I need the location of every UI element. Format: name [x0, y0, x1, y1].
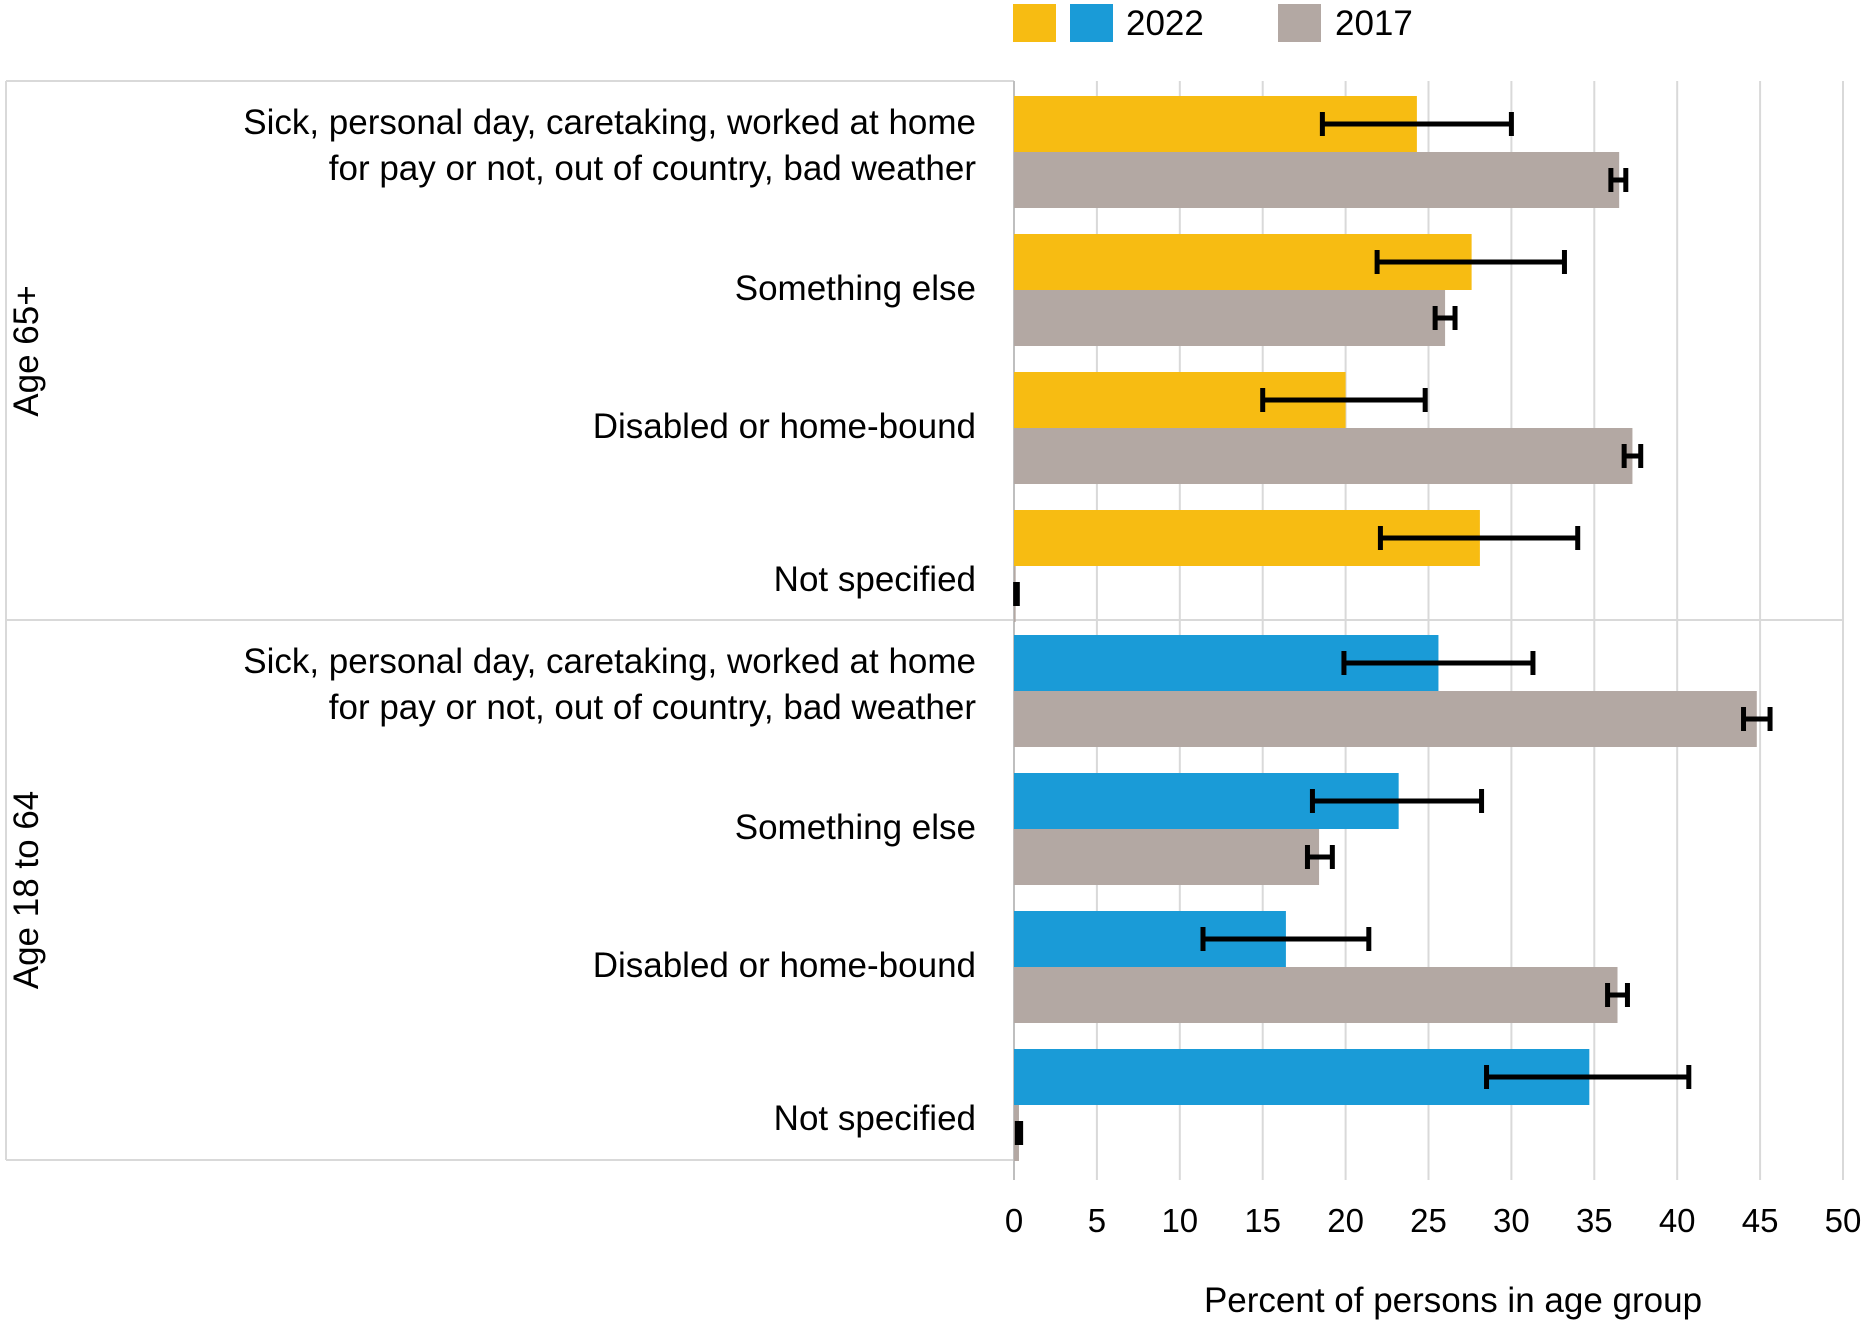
group-label: Age 65+: [7, 285, 46, 416]
category-label: Sick, personal day, caretaking, worked a…: [243, 642, 976, 681]
error-bar-2022: [1341, 651, 1536, 675]
category-label: Something else: [735, 269, 976, 308]
x-tick-label: 40: [1659, 1202, 1696, 1239]
x-tick-label: 45: [1742, 1202, 1779, 1239]
x-tick-label: 35: [1576, 1202, 1613, 1239]
error-bar-2022: [1377, 526, 1581, 550]
error-bar-2017: [1605, 983, 1630, 1007]
bars: [1014, 96, 1757, 1161]
bar-2017: [1014, 691, 1757, 747]
error-bar-2017: [1608, 168, 1629, 192]
legend-swatch-2017: [1278, 4, 1321, 42]
x-tick-label: 25: [1410, 1202, 1447, 1239]
error-bar-2022: [1374, 250, 1567, 274]
error-bar-2017: [1741, 707, 1773, 731]
bar-2017: [1014, 829, 1320, 885]
category-label: Something else: [735, 808, 976, 847]
category-label: Sick, personal day, caretaking, worked a…: [243, 103, 976, 142]
error-bar-2022: [1484, 1065, 1692, 1089]
error-bar-2022: [1319, 112, 1514, 136]
x-tick-label: 5: [1088, 1202, 1106, 1239]
x-axis-ticks: 0 5 10 15 20 25 30 35 40 45 50: [1005, 1202, 1862, 1239]
error-bar-2022: [1309, 789, 1485, 813]
category-label: Not specified: [774, 560, 976, 599]
legend-swatch-2022-age65: [1013, 4, 1056, 42]
legend-label-2017: 2017: [1335, 4, 1413, 43]
x-tick-label: 15: [1244, 1202, 1281, 1239]
legend: 2022 2017: [1013, 4, 1413, 43]
category-label: Disabled or home-bound: [593, 946, 976, 985]
bar-2017: [1014, 428, 1633, 484]
category-labels: Age 65+ Sick, personal day, caretaking, w…: [7, 103, 976, 1138]
error-bar-2022: [1200, 927, 1372, 951]
error-bars: [1013, 112, 1773, 1145]
legend-label-2022: 2022: [1126, 4, 1204, 43]
x-tick-label: 0: [1005, 1202, 1023, 1239]
legend-swatch-2022-age18: [1070, 4, 1113, 42]
error-bar-2022: [1260, 388, 1428, 412]
category-label: for pay or not, out of country, bad weat…: [329, 688, 977, 727]
error-bar-2017: [1304, 845, 1335, 869]
error-bar-2017: [1014, 1121, 1024, 1145]
x-tick-label: 10: [1161, 1202, 1198, 1239]
bar-2017: [1014, 290, 1446, 346]
x-axis-title: Percent of persons in age group: [1204, 1281, 1702, 1320]
category-label: Not specified: [774, 1099, 976, 1138]
category-label: for pay or not, out of country, bad weat…: [329, 149, 977, 188]
error-bar-2017: [1013, 582, 1020, 606]
bar-2017: [1014, 967, 1618, 1023]
x-tick-label: 20: [1327, 1202, 1364, 1239]
error-bar-2017: [1621, 444, 1644, 468]
error-bar-2017: [1432, 306, 1458, 330]
group-label: Age 18 to 64: [7, 791, 46, 990]
category-label: Disabled or home-bound: [593, 407, 976, 446]
x-tick-label: 50: [1825, 1202, 1862, 1239]
bar-2017: [1014, 152, 1620, 208]
x-tick-label: 30: [1493, 1202, 1530, 1239]
